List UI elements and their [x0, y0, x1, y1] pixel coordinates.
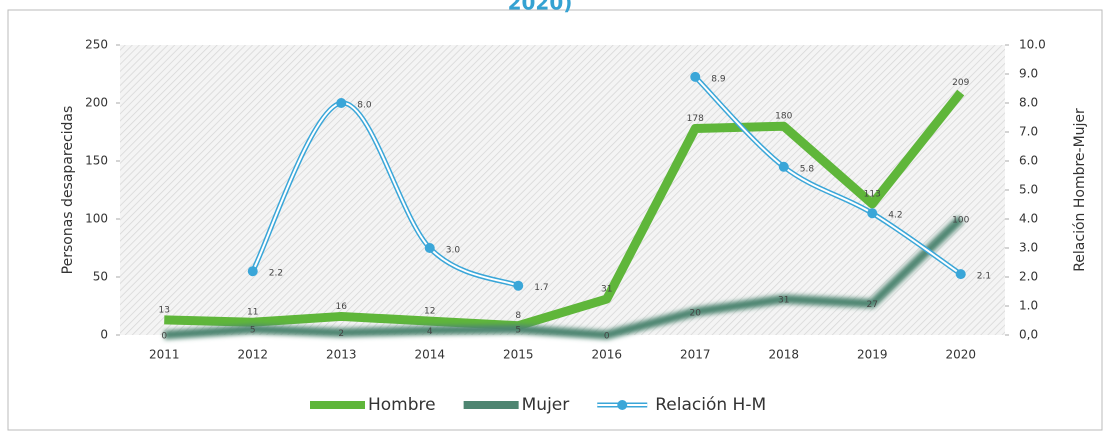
data-label: 8 — [515, 311, 521, 321]
series-line — [163, 215, 964, 340]
x-tick-label: 2011 — [149, 348, 180, 362]
data-label: 2.1 — [977, 272, 991, 282]
data-label: 11 — [247, 308, 258, 318]
series-line — [164, 89, 965, 331]
data-label: 8.9 — [711, 74, 726, 84]
y2-tick-label: 3.0 — [1019, 241, 1038, 255]
ratio-line — [251, 101, 519, 287]
y2-tick-label: 8.0 — [1019, 96, 1038, 110]
data-label: 178 — [687, 114, 704, 124]
y2-tick-label: 2.0 — [1019, 270, 1038, 284]
x-tick-label: 2014 — [414, 348, 445, 362]
data-label: 31 — [778, 296, 789, 306]
data-label: 113 — [864, 189, 881, 199]
x-tick-label: 2017 — [680, 348, 711, 362]
y-tick-label: 0 — [100, 328, 108, 342]
data-label: 5 — [250, 326, 256, 336]
y2-tick-label: 5.0 — [1019, 183, 1038, 197]
data-label: 5.8 — [800, 164, 815, 174]
x-tick-label: 2015 — [503, 348, 534, 362]
y2-tick-label: 10.0 — [1019, 38, 1046, 52]
y-tick-label: 150 — [85, 154, 108, 168]
x-tick-label: 2018 — [768, 348, 799, 362]
data-label: 27 — [867, 300, 878, 310]
x-tick-label: 2013 — [326, 348, 357, 362]
data-label: 180 — [775, 112, 792, 122]
legend-label: Mujer — [522, 395, 570, 415]
y-axis-label: Personas desaparecidas — [60, 106, 76, 275]
data-label: 100 — [952, 216, 969, 226]
data-label: 16 — [336, 302, 348, 312]
x-tick-label: 2016 — [591, 348, 622, 362]
data-label: 2.2 — [269, 269, 283, 279]
data-label: 12 — [424, 307, 435, 317]
x-tick-label: 2020 — [945, 348, 976, 362]
x-tick-label: 2012 — [237, 348, 268, 362]
ratio-point — [778, 161, 789, 172]
chart-title: 2020) — [508, 0, 573, 15]
y-tick-label: 50 — [93, 270, 108, 284]
data-label: 209 — [952, 78, 969, 88]
y2-tick-label: 9.0 — [1019, 67, 1038, 81]
y2-tick-label: 1.0 — [1019, 299, 1038, 313]
y2-tick-label: 0,0 — [1019, 328, 1038, 342]
y-tick-label: 200 — [85, 96, 108, 110]
data-label: 20 — [690, 308, 702, 318]
data-label: 13 — [159, 305, 170, 315]
y-tick-label: 250 — [85, 38, 108, 52]
data-label: 4 — [427, 327, 433, 337]
data-label: 5 — [515, 326, 521, 336]
y-tick-label: 100 — [85, 212, 108, 226]
data-label: 2 — [338, 329, 344, 339]
y2-axis-label: Relación Hombre-Mujer — [1072, 108, 1088, 272]
y2-tick-label: 4.0 — [1019, 212, 1038, 226]
legend-label: Hombre — [368, 395, 436, 415]
data-label: 0 — [604, 332, 610, 342]
data-label: 0 — [161, 332, 167, 342]
data-label: 8.0 — [357, 101, 372, 111]
ratio-point — [690, 71, 701, 82]
data-label: 4.2 — [888, 211, 902, 221]
ratio-point — [867, 208, 878, 219]
ratio-line — [694, 76, 962, 275]
frame — [7, 9, 1103, 431]
y2-tick-label: 6.0 — [1019, 154, 1038, 168]
data-label: 31 — [601, 285, 612, 295]
ratio-point — [955, 269, 966, 280]
legend-label: Relación H-M — [655, 395, 766, 415]
y2-tick-label: 7.0 — [1019, 125, 1038, 139]
ratio-point — [513, 280, 524, 291]
data-label: 3.0 — [446, 246, 461, 256]
ratio-point — [336, 98, 347, 108]
ratio-point — [247, 266, 258, 277]
ratio-point — [424, 243, 435, 253]
legend-swatch — [617, 400, 628, 410]
data-label: 1.7 — [534, 283, 548, 293]
x-tick-label: 2019 — [857, 348, 888, 362]
